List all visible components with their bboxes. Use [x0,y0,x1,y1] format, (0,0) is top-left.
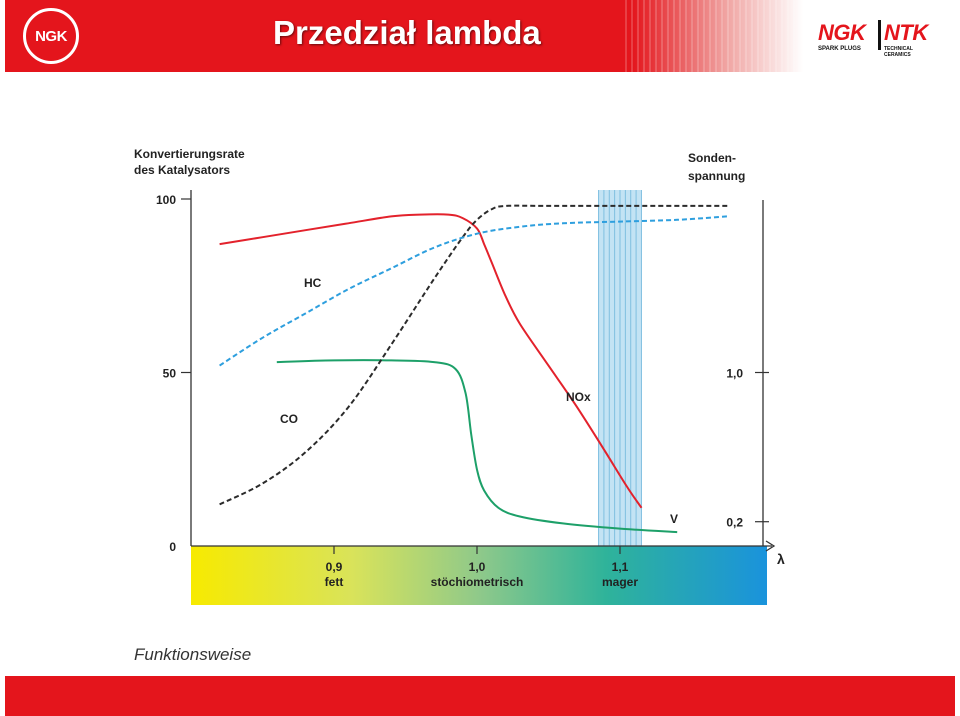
brand-ngk-subtitle: SPARK PLUGS [818,46,861,52]
x-tick-sublabel: stöchiometrisch [431,575,524,589]
series-line-co [219,204,728,506]
series-line-v [219,215,728,367]
y-tick-label: 50 [163,367,177,381]
x-tick-label: 1,1 [612,560,629,574]
x-axis-label-lambda: λ [777,551,785,567]
annotation-hc: HC [304,276,322,290]
ngk-ntk-brand-logo: NGK NTK SPARK PLUGS TECHNICAL CERAMICS [818,20,940,58]
brand-separator [878,20,881,50]
brand-ngk-text: NGK [818,20,866,45]
x-tick-label: 1,0 [469,560,486,574]
y2-tick-label: 1,0 [726,367,743,381]
annotation-co: CO [280,412,298,426]
y-tick-label: 100 [156,193,176,207]
y-axis-label-line1: Konvertierungsrate [134,147,245,161]
annotation-v: V [670,512,678,526]
footer-bar [5,676,955,716]
series-line-hc [219,213,643,509]
figure-caption: Funktionsweise [134,645,252,664]
y2-axis-label-line1: Sonden- [688,151,736,165]
series-line-nox [276,359,678,534]
title-banner: NGK Przedział lambda [5,0,955,72]
x-tick-sublabel: fett [325,575,344,589]
lean-highlight-band [598,190,642,546]
ngk-logo-icon: NGK [23,8,79,64]
y-tick-label: 0 [169,540,176,554]
y-axis-label-line2: des Katalysators [134,163,230,177]
brand-ntk-text: NTK [884,20,928,45]
lambda-gradient-bar [191,546,767,605]
annotation-nox: NOx [566,390,591,404]
x-tick-sublabel: mager [602,575,638,589]
banner-stripes [625,0,795,72]
x-tick-label: 0,9 [326,560,343,574]
page-title: Przedział lambda [273,14,541,51]
y2-axis-label-line2: spannung [688,169,745,183]
brand-ntk-subtitle: TECHNICAL CERAMICS [884,46,913,58]
y2-tick-label: 0,2 [726,516,743,530]
x-axis-arrow-icon [765,540,776,552]
